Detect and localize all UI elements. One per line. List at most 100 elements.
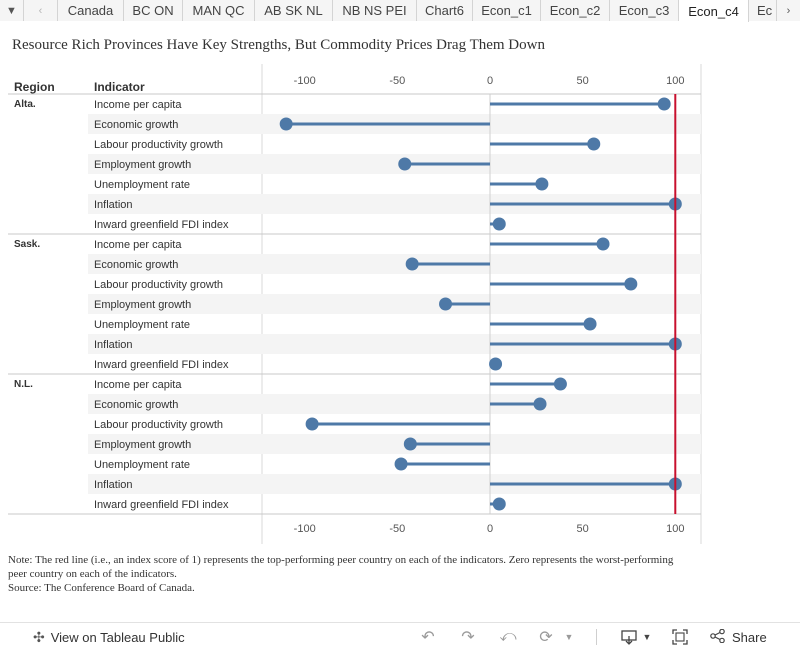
tab-nb-ns-pei[interactable]: NB NS PEI (333, 0, 417, 21)
indicator-label: Unemployment rate (94, 459, 190, 471)
lollipop-dot (492, 497, 506, 511)
indicator-header: Indicator (94, 80, 145, 94)
bottom-axis-tick-label: 50 (577, 523, 589, 535)
chart-title: Resource Rich Provinces Have Key Strengt… (12, 37, 545, 53)
indicator-label: Inward greenfield FDI index (94, 499, 229, 511)
tab-econ-c2[interactable]: Econ_c2 (541, 0, 610, 21)
indicator-label: Labour productivity growth (94, 279, 223, 291)
lollipop-dot (596, 237, 610, 251)
indicator-label: Inward greenfield FDI index (94, 359, 229, 371)
indicator-label: Economic growth (94, 119, 178, 131)
lollipop-dot (533, 397, 547, 411)
lollipop-dot (305, 417, 319, 431)
indicator-label: Inflation (94, 479, 133, 491)
indicator-label: Income per capita (94, 239, 182, 251)
row-band (88, 154, 701, 174)
tab-man-qc[interactable]: MAN QC (183, 0, 255, 21)
lollipop-dot (624, 277, 638, 291)
indicator-label: Income per capita (94, 379, 182, 391)
download-dropdown-icon[interactable]: ▼ (642, 632, 652, 642)
row-band (88, 254, 701, 274)
bottom-axis-tick-label: -100 (294, 523, 316, 535)
bottom-axis-tick-label: 0 (487, 523, 493, 535)
region-label: N.L. (14, 379, 33, 390)
tab-econ-c1[interactable]: Econ_c1 (473, 0, 541, 21)
tab-scroll-right-icon[interactable]: › (776, 0, 800, 21)
top-axis-tick-label: 50 (577, 75, 589, 87)
tab-econ-c4[interactable]: Econ_c4 (679, 0, 749, 22)
tab-bc-on[interactable]: BC ON (124, 0, 183, 21)
indicator-label: Inward greenfield FDI index (94, 219, 229, 231)
share-icon (710, 628, 726, 646)
source-text: Source: The Conference Board of Canada. (8, 582, 195, 594)
chart-notes: Note: The red line (i.e., an index score… (8, 553, 688, 595)
lollipop-dot (535, 177, 549, 191)
indicator-label: Inflation (94, 339, 133, 351)
sheet-tab-bar: ▼ ‹ Canada BC ON MAN QC AB SK NL NB NS PEI Ch… (0, 0, 800, 22)
indicator-label: Employment growth (94, 159, 191, 171)
lollipop-dot (657, 97, 671, 111)
undo-icon[interactable]: ↶ (421, 629, 435, 646)
indicator-label: Economic growth (94, 259, 178, 271)
region-header: Region (14, 80, 55, 94)
view-on-tableau-public-link[interactable]: ✣ View on Tableau Public (33, 629, 185, 646)
lollipop-dot (587, 137, 601, 151)
tableau-toolbar: ✣ View on Tableau Public ↶ ↷ ⤺ ⟳ ▼ ▼ (0, 622, 800, 650)
bottom-axis-tick-label: -50 (389, 523, 405, 535)
lollipop-dot (403, 437, 417, 451)
tab-ab-sk-nl[interactable]: AB SK NL (255, 0, 333, 21)
refresh-dropdown-icon[interactable]: ▼ (564, 632, 574, 642)
share-svg (710, 628, 725, 644)
indicator-label: Income per capita (94, 99, 182, 111)
region-label: Sask. (14, 239, 40, 250)
indicator-label: Labour productivity growth (94, 419, 223, 431)
indicator-label: Employment growth (94, 299, 191, 311)
download-icon[interactable] (620, 626, 640, 648)
row-band (88, 474, 701, 494)
lollipop-dot (394, 457, 408, 471)
revert-icon[interactable]: ⤺ (499, 628, 517, 645)
bottom-axis-tick-label: 100 (666, 523, 684, 535)
share-button[interactable]: Share (710, 628, 767, 646)
tab-menu-dropdown-icon[interactable]: ▼ (0, 0, 24, 21)
lollipop-dot (279, 117, 293, 131)
indicator-label: Labour productivity growth (94, 139, 223, 151)
row-band (88, 394, 701, 414)
lollipop-dot (583, 317, 597, 331)
fullscreen-icon[interactable] (670, 626, 690, 648)
indicator-label: Unemployment rate (94, 319, 190, 331)
indicator-label: Unemployment rate (94, 179, 190, 191)
tab-canada[interactable]: Canada (58, 0, 124, 21)
top-axis-tick-label: -50 (389, 75, 405, 87)
top-axis-tick-label: 0 (487, 75, 493, 87)
lollipop-dot (439, 297, 453, 311)
indicator-label: Employment growth (94, 439, 191, 451)
note-text: Note: The red line (i.e., an index score… (8, 554, 674, 580)
fullscreen-svg (672, 629, 688, 645)
top-axis-tick-label: 100 (666, 75, 684, 87)
view-on-tableau-label: View on Tableau Public (50, 630, 185, 645)
lollipop-dot (489, 357, 503, 371)
row-band (88, 294, 701, 314)
download-svg (621, 630, 637, 645)
redo-icon[interactable]: ↷ (461, 629, 475, 646)
region-label: Alta. (14, 99, 36, 110)
top-axis-tick-label: -100 (294, 75, 316, 87)
tab-scroll-left-icon[interactable]: ‹ (24, 0, 58, 21)
lollipop-dot (405, 257, 419, 271)
lollipop-dot (492, 217, 506, 231)
lollipop-dot (398, 157, 412, 171)
share-label: Share (732, 630, 767, 645)
tableau-icon: ✣ (33, 629, 45, 645)
tab-chart6[interactable]: Chart6 (417, 0, 473, 21)
row-band (88, 434, 701, 454)
row-band (88, 334, 701, 354)
indicator-label: Economic growth (94, 399, 178, 411)
lollipop-dot (553, 377, 567, 391)
indicator-label: Inflation (94, 199, 133, 211)
toolbar-divider (596, 629, 597, 645)
tab-econ-c3[interactable]: Econ_c3 (610, 0, 679, 21)
refresh-icon[interactable]: ⟳ (539, 629, 553, 646)
row-band (88, 194, 701, 214)
